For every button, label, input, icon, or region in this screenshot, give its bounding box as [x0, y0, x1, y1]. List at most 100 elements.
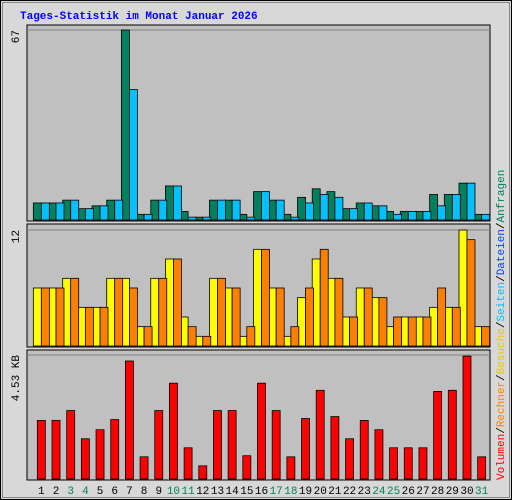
bar [275, 199, 285, 221]
bar [129, 287, 138, 347]
x-tick-label: 21 [328, 486, 342, 498]
bar [422, 211, 432, 221]
legend-item: Volumen [496, 434, 508, 480]
bar [301, 418, 310, 480]
bar [481, 326, 491, 347]
x-tick-label: 11 [182, 486, 196, 498]
bar [32, 202, 42, 221]
x-tick-label: 29 [446, 486, 459, 498]
bar [363, 287, 373, 347]
bar [40, 202, 50, 221]
legend-item: Besuche [496, 328, 508, 374]
x-tick-label: 14 [226, 486, 240, 498]
legend-separator: / [496, 222, 508, 229]
x-tick-label: 31 [475, 486, 489, 498]
x-tick-label: 23 [358, 486, 371, 498]
bar [422, 316, 432, 347]
x-tick-label: 26 [402, 486, 415, 498]
x-tick-label: 3 [67, 486, 74, 498]
x-tick-label: 18 [284, 486, 297, 498]
bar [209, 277, 218, 347]
x-tick-label: 1 [38, 486, 45, 498]
panel [26, 24, 491, 222]
bar [173, 258, 182, 347]
x-tick-label: 17 [270, 486, 283, 498]
bar [477, 456, 487, 480]
bar [451, 306, 461, 347]
x-tick-label: 28 [431, 486, 444, 498]
legend-separator: / [496, 322, 508, 329]
bar [158, 277, 168, 347]
bar [433, 391, 443, 480]
bar [407, 211, 417, 221]
bar [253, 191, 262, 221]
bar [393, 213, 402, 221]
x-tick-label: 27 [416, 486, 429, 498]
bar [481, 213, 491, 221]
legend-item: Dateien [496, 229, 508, 275]
bar [80, 438, 90, 480]
bar [36, 420, 46, 480]
x-tick-label: 9 [155, 486, 162, 498]
x-tick-label: 6 [111, 486, 118, 498]
chart-title: Tages-Statistik im Monat Januar 2026 [20, 11, 258, 23]
bar [334, 277, 344, 347]
x-tick-label: 10 [167, 486, 180, 498]
bar [297, 196, 306, 221]
bar [359, 420, 369, 480]
bar [437, 205, 447, 221]
x-tick-label: 8 [141, 486, 148, 498]
bar [231, 199, 241, 221]
bar [121, 29, 130, 221]
bar [451, 194, 461, 221]
x-tick-label: 30 [460, 486, 473, 498]
legend-item: Seiten [496, 282, 508, 322]
bar [139, 456, 149, 480]
bar [32, 287, 42, 347]
bar [125, 360, 134, 480]
bar [242, 455, 252, 480]
bar [217, 199, 226, 221]
bar [286, 456, 296, 480]
y-tick-label: 4.53 KB [11, 355, 23, 402]
bar [99, 205, 109, 221]
bar [84, 208, 94, 221]
bar [40, 287, 50, 347]
bar [345, 438, 354, 480]
bar [349, 208, 358, 221]
bar [198, 465, 208, 480]
bar [187, 326, 197, 347]
bar [290, 326, 300, 347]
legend-separator: / [496, 374, 508, 381]
bar [305, 202, 314, 221]
bar [261, 248, 270, 347]
bar [110, 419, 120, 480]
x-tick-label: 4 [82, 486, 89, 498]
bar [257, 382, 266, 480]
bar [246, 326, 256, 347]
bar [466, 239, 476, 347]
bar [275, 287, 285, 347]
bar [271, 410, 281, 480]
bar [363, 202, 373, 221]
legend-separator: / [496, 427, 508, 434]
y-tick-label: 12 [11, 230, 23, 243]
bar [349, 316, 358, 347]
bar [261, 191, 270, 221]
bar [217, 277, 226, 347]
bar [290, 216, 300, 221]
bar [143, 213, 153, 221]
bar [407, 316, 417, 347]
bar [462, 355, 472, 480]
bar [66, 410, 76, 480]
bar [183, 447, 193, 480]
bar [55, 202, 65, 221]
bar [169, 382, 178, 480]
bar [246, 216, 256, 221]
bar [70, 199, 80, 221]
bar [403, 447, 413, 480]
bar [202, 216, 212, 221]
x-tick-label: 7 [126, 486, 133, 498]
bar [393, 316, 402, 347]
